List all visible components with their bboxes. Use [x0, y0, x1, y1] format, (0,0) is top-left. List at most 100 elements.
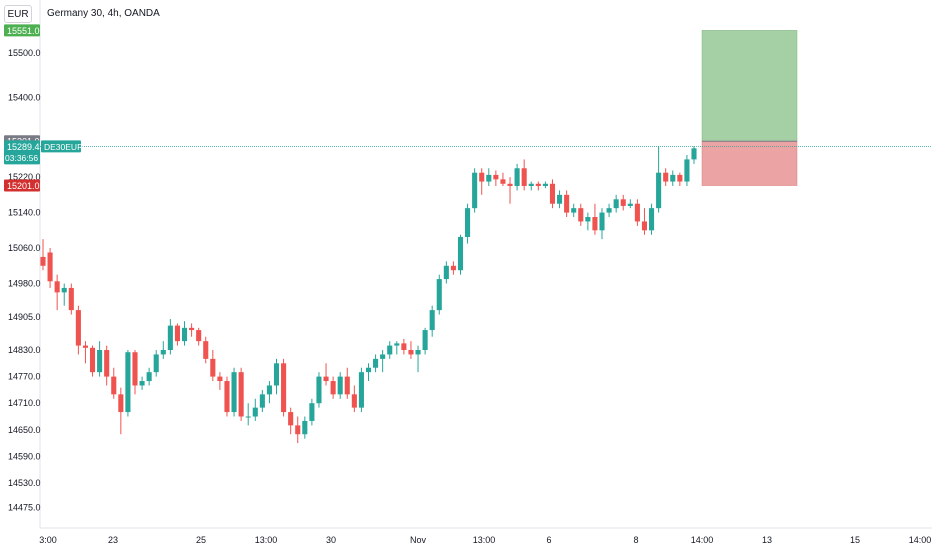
candle-body[interactable] — [486, 174, 492, 182]
candle-body[interactable] — [656, 172, 662, 209]
candle-body[interactable] — [663, 172, 669, 182]
profit-zone[interactable] — [701, 30, 798, 142]
candle-body[interactable] — [238, 372, 244, 417]
candle-body[interactable] — [415, 350, 421, 355]
candle-body[interactable] — [677, 174, 683, 182]
candle-body[interactable] — [394, 343, 400, 346]
candle-body[interactable] — [210, 358, 216, 377]
candle-body[interactable] — [585, 217, 591, 222]
candle-body[interactable] — [613, 199, 619, 209]
candle-body[interactable] — [104, 350, 110, 377]
candle-body[interactable] — [457, 236, 464, 271]
candle-body[interactable] — [358, 372, 364, 408]
candle-body[interactable] — [578, 208, 584, 222]
candle-body[interactable] — [365, 367, 372, 373]
candle-body[interactable] — [160, 350, 166, 355]
candle-body[interactable] — [620, 199, 626, 206]
candle-body[interactable] — [387, 345, 393, 355]
candle-body[interactable] — [40, 256, 46, 266]
candle-body[interactable] — [153, 354, 159, 373]
candle-body[interactable] — [401, 343, 407, 351]
price-tick-label: 15140.0 — [8, 208, 41, 218]
candle-body[interactable] — [535, 183, 541, 186]
candle-body[interactable] — [82, 345, 89, 348]
candle-body[interactable] — [174, 325, 180, 342]
candle-body[interactable] — [224, 381, 230, 413]
candle-body[interactable] — [266, 385, 272, 395]
candle-body[interactable] — [465, 208, 471, 237]
candle-body[interactable] — [493, 174, 499, 180]
candle-body[interactable] — [323, 376, 329, 382]
candle-body[interactable] — [571, 208, 577, 213]
candle-body[interactable] — [557, 194, 563, 204]
candle-body[interactable] — [259, 394, 265, 408]
candle-body[interactable] — [684, 159, 690, 182]
candle-body[interactable] — [47, 252, 53, 282]
candle-body[interactable] — [330, 381, 336, 395]
loss-zone[interactable] — [701, 140, 798, 186]
candle-body[interactable] — [507, 183, 513, 186]
candle-body[interactable] — [641, 221, 648, 231]
candle-body[interactable] — [479, 172, 485, 182]
candle-body[interactable] — [295, 425, 301, 435]
candle-body[interactable] — [429, 310, 435, 331]
candle-body[interactable] — [337, 376, 343, 395]
candle-body[interactable] — [302, 420, 308, 435]
candle-body[interactable] — [189, 327, 195, 331]
candle-body[interactable] — [351, 394, 357, 408]
candle-body[interactable] — [203, 341, 209, 359]
candle-body[interactable] — [648, 208, 655, 231]
candle-body[interactable] — [111, 376, 117, 395]
candle-body[interactable] — [288, 412, 294, 426]
candle-body[interactable] — [316, 376, 322, 404]
stop-loss-label-bg — [4, 179, 40, 192]
candle-body[interactable] — [344, 376, 350, 395]
candle-body[interactable] — [61, 287, 67, 293]
candle-body[interactable] — [592, 217, 598, 231]
candle-body[interactable] — [599, 212, 605, 231]
candle-body[interactable] — [273, 363, 280, 386]
candle-body[interactable] — [408, 350, 414, 355]
currency-button[interactable]: EUR — [4, 5, 32, 23]
candle-body[interactable] — [89, 347, 96, 373]
candle-body[interactable] — [691, 148, 697, 160]
candle-body[interactable] — [75, 310, 81, 346]
candle-body[interactable] — [167, 325, 173, 351]
candle-body[interactable] — [309, 403, 315, 421]
candle-body[interactable] — [281, 363, 287, 413]
candle-body[interactable] — [500, 179, 506, 184]
candle-body[interactable] — [118, 394, 124, 413]
candle-body[interactable] — [373, 358, 379, 368]
candle-body[interactable] — [139, 381, 145, 386]
candle-body[interactable] — [549, 183, 556, 204]
time-tick-label: Nov — [410, 535, 427, 545]
candle-body[interactable] — [146, 372, 152, 382]
candle-body[interactable] — [97, 350, 103, 373]
candle-body[interactable] — [54, 281, 60, 293]
candle-body[interactable] — [380, 354, 386, 359]
candle-body[interactable] — [564, 194, 570, 213]
candle-body[interactable] — [450, 265, 456, 271]
candle-body[interactable] — [627, 203, 633, 206]
candle-body[interactable] — [436, 279, 442, 311]
candle-body[interactable] — [542, 183, 548, 186]
candle-body[interactable] — [528, 183, 534, 186]
candle-body[interactable] — [252, 407, 258, 417]
candle-body[interactable] — [68, 287, 74, 311]
candle-body[interactable] — [606, 208, 612, 213]
candle-body[interactable] — [514, 168, 520, 186]
candle-body[interactable] — [245, 416, 251, 418]
candle-body[interactable] — [217, 376, 223, 382]
candle-body[interactable] — [231, 372, 237, 413]
candle-body[interactable] — [472, 172, 478, 209]
candle-body[interactable] — [443, 265, 449, 280]
candle-body[interactable] — [125, 352, 131, 413]
candle-body[interactable] — [670, 174, 676, 182]
candle-body[interactable] — [422, 330, 428, 351]
candle-body[interactable] — [521, 168, 527, 186]
candle-body[interactable] — [634, 203, 640, 222]
candle-body[interactable] — [181, 327, 188, 342]
candle-body[interactable] — [132, 352, 138, 386]
candle-body[interactable] — [196, 330, 202, 342]
